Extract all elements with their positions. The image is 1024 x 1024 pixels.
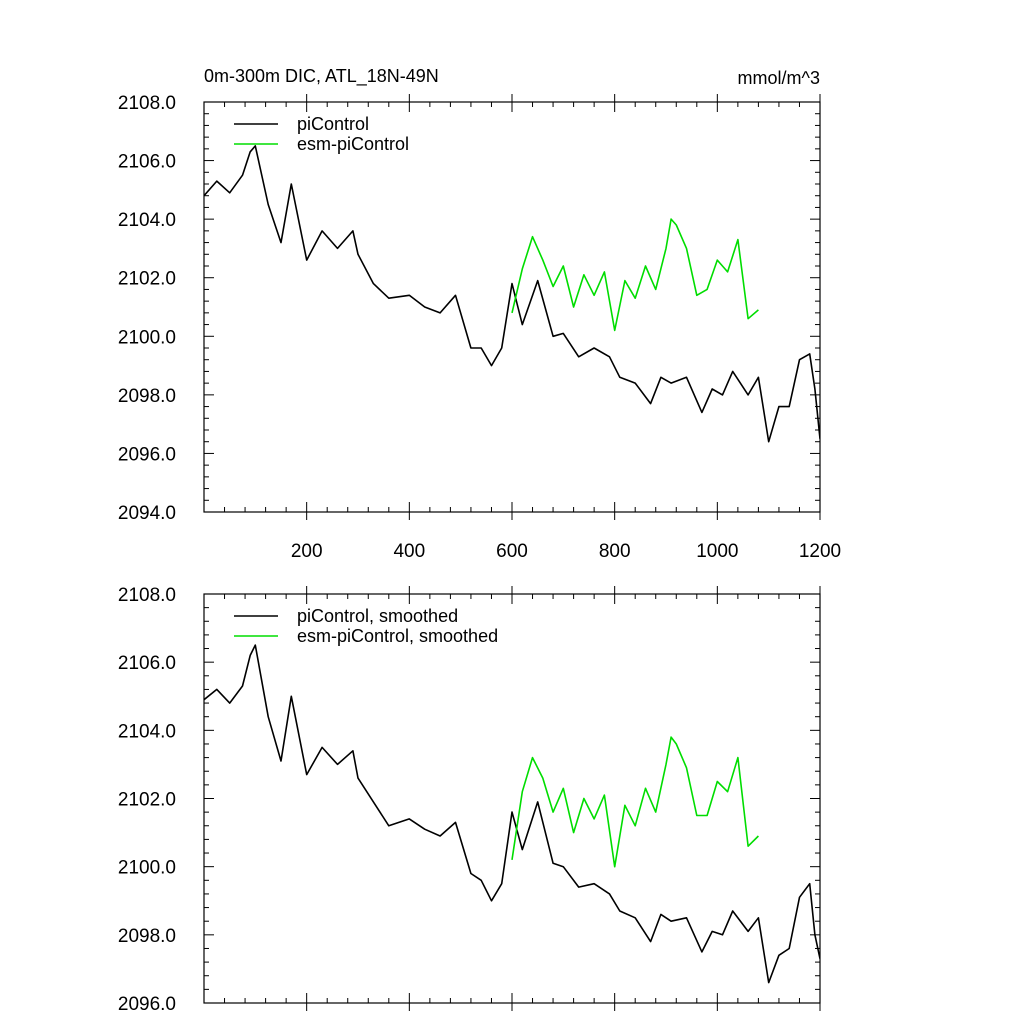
units-label: mmol/m^3 <box>738 68 820 88</box>
y-tick-label: 2096.0 <box>118 444 176 465</box>
legend-label: piControl, smoothed <box>297 606 458 626</box>
y-tick-label: 2104.0 <box>118 721 176 742</box>
y-tick-label: 2100.0 <box>118 327 176 348</box>
y-tick-label: 2100.0 <box>118 858 176 879</box>
x-tick-label: 600 <box>496 541 528 562</box>
y-tick-label: 2102.0 <box>118 269 176 290</box>
top-panel: 2094.0 2096.0 2098.0 2100.0 2102.0 2104.0 2106… <box>118 93 841 562</box>
y-tick-label: 2108.0 <box>118 585 176 606</box>
y-tick-label: 2096.0 <box>118 994 176 1015</box>
x-tick-label: 1200 <box>799 541 841 562</box>
series-line-picontrol <box>204 145 820 443</box>
legend-label: esm-piControl, smoothed <box>297 626 498 646</box>
y-tick-label: 2106.0 <box>118 152 176 173</box>
x-tick-label: 800 <box>599 541 631 562</box>
chart-title: 0m-300m DIC, ATL_18N-49N <box>204 66 439 87</box>
y-tick-label: 2104.0 <box>118 210 176 231</box>
x-tick-label: 1000 <box>696 541 738 562</box>
legend-label: esm-piControl <box>297 134 409 154</box>
y-tick-label: 2098.0 <box>118 926 176 947</box>
y-tick-label: 2094.0 <box>118 503 176 524</box>
legend-label: piControl <box>297 114 369 134</box>
plot-frame <box>203 101 821 513</box>
x-tick-label: 400 <box>393 541 425 562</box>
x-tick-label: 200 <box>291 541 323 562</box>
series-line-esm-picontrol <box>511 218 759 332</box>
y-tick-label: 2106.0 <box>118 653 176 674</box>
series-line-picontrol <box>204 644 820 984</box>
y-tick-label: 2108.0 <box>118 93 176 114</box>
y-tick-label: 2098.0 <box>118 386 176 407</box>
series-line-esm-picontrol <box>511 736 759 868</box>
bottom-panel: 2096.0 2098.0 2100.0 2102.0 2104.0 2106.0 2108… <box>118 585 821 1015</box>
y-tick-label: 2102.0 <box>118 790 176 811</box>
plot-frame <box>203 593 821 1004</box>
